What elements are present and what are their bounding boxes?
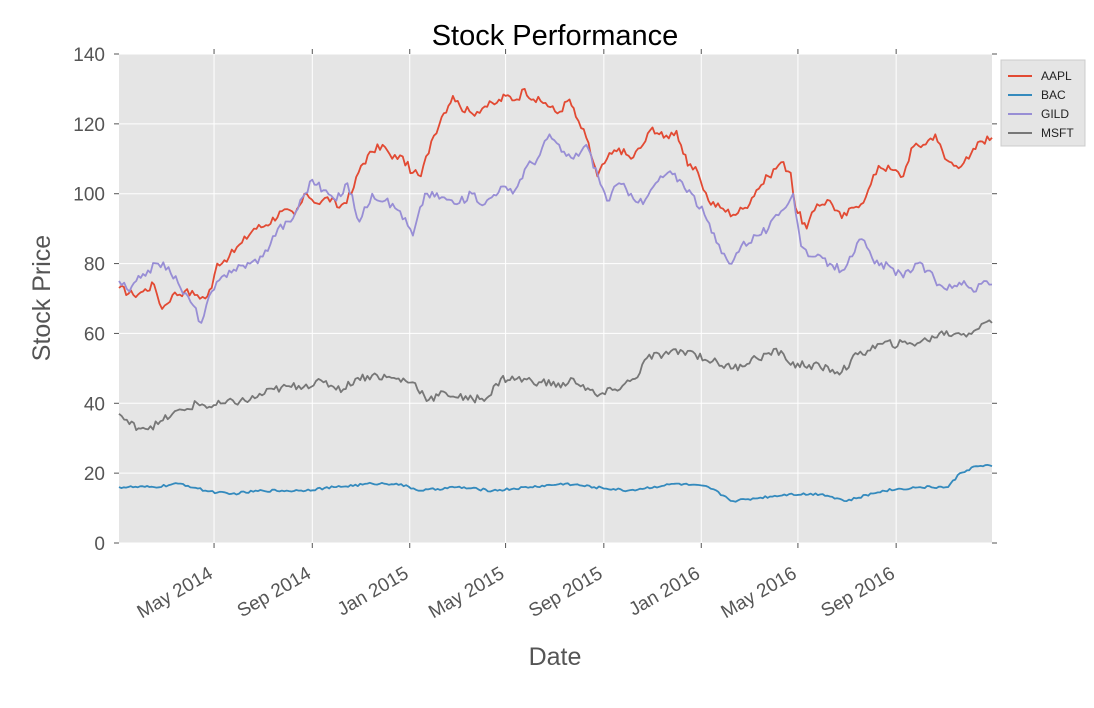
y-tick-label: 100 [73, 185, 105, 206]
x-tick-label: Sep 2014 [234, 563, 315, 622]
legend-label-gild: GILD [1041, 107, 1069, 121]
legend-label-bac: BAC [1041, 88, 1066, 102]
x-tick-label: Sep 2015 [525, 563, 606, 622]
grid-lines [119, 53, 992, 544]
x-tick-label: May 2015 [425, 563, 508, 623]
plot-area [119, 54, 992, 543]
series-line-aapl [118, 88, 993, 310]
legend-box [1000, 59, 1086, 147]
x-tick-label: Jan 2015 [334, 563, 412, 620]
data-series [118, 88, 993, 503]
series-line-bac [118, 464, 993, 503]
y-tick-label: 20 [84, 464, 105, 485]
legend-label-msft: MSFT [1041, 126, 1074, 140]
legend-label-aapl: AAPL [1041, 69, 1072, 83]
x-axis-title: Date [529, 643, 582, 671]
series-line-msft [118, 319, 993, 431]
series-line-gild [118, 133, 993, 324]
x-tick-label: May 2016 [718, 563, 801, 623]
y-axis-title: Stock Price [28, 235, 56, 361]
y-tick-label: 60 [84, 324, 105, 345]
x-tick-label: Sep 2016 [818, 563, 899, 622]
x-tick-label: May 2014 [134, 563, 217, 623]
y-tick-label: 140 [73, 45, 105, 66]
axis-ticks [114, 49, 997, 548]
legend: AAPL BAC GILD MSFT [1000, 59, 1086, 147]
x-tick-label: Jan 2016 [626, 563, 704, 620]
y-tick-label: 120 [73, 115, 105, 136]
chart-title: Stock Performance [432, 20, 679, 52]
y-tick-label: 80 [84, 255, 105, 276]
y-tick-label: 40 [84, 394, 105, 415]
y-tick-label: 0 [94, 534, 105, 555]
